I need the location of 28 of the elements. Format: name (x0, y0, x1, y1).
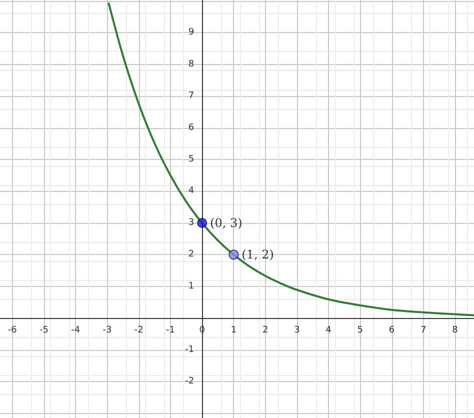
y-tick-label: 7 (188, 91, 194, 102)
x-tick-label: -5 (39, 326, 48, 336)
y-tick-label: 3 (188, 218, 194, 228)
x-tick-label: -3 (102, 326, 112, 336)
y-tick-label: 1 (188, 281, 194, 292)
y-tick-label: 8 (188, 59, 194, 70)
y-tick-label: 2 (188, 250, 194, 260)
y-tick-label: -2 (185, 376, 194, 387)
y-tick-label: -1 (185, 344, 194, 355)
y-tick-label: 5 (188, 154, 194, 165)
x-tick-label: 2 (262, 326, 268, 336)
x-tick-label: -2 (134, 326, 144, 336)
x-tick-label: -4 (71, 326, 80, 336)
x-tick-label: -6 (8, 326, 18, 336)
x-tick-label: -1 (166, 326, 175, 336)
y-tick-label: 6 (188, 122, 194, 133)
x-tick-label: 8 (452, 326, 458, 336)
annotation: (0, 3) (210, 216, 242, 230)
y-tick-label: 4 (188, 186, 194, 196)
x-tick-label: 1 (230, 326, 237, 336)
line-series (108, 2, 474, 316)
annotation: (1, 2) (242, 248, 274, 262)
x-tick-label: 5 (357, 326, 364, 336)
x-tick-label: 7 (420, 326, 426, 336)
x-tick-label: 6 (388, 326, 395, 336)
x-tick-label: 3 (294, 326, 300, 336)
x-tick-label: 4 (326, 326, 332, 336)
y-tick-label: 9 (188, 28, 194, 38)
